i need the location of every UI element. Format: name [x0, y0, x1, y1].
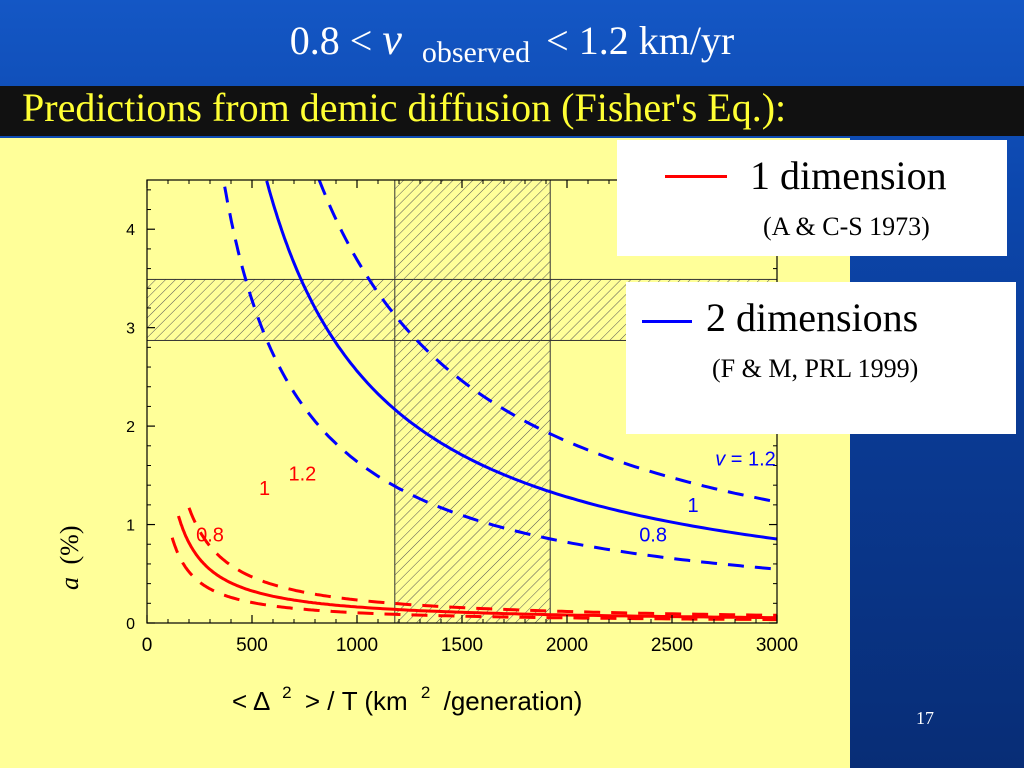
curve-1d-v-1 [177, 515, 777, 620]
x-tick-label: 2000 [546, 635, 588, 656]
tick-labels: 0 500 1000 1500 2000 2500 3000 0 1 2 3 4 [126, 222, 798, 656]
slide-title: 0.8 < v observed < 1.2 km/yr [0, 14, 1024, 70]
curve-2d-v-1 [265, 180, 777, 541]
x-tick-label: 0 [142, 635, 153, 656]
svg-text:< Δ 2 > / T (km: < Δ 2 > / T (km 2 /generation) [232, 674, 582, 716]
y-axis-label: a (%) [55, 526, 84, 590]
x-axis-label-part1: < Δ [232, 686, 270, 716]
x-axis-label-part2: > / T (km [305, 686, 408, 716]
curve-label: 1 [259, 478, 270, 500]
subtitle-band [0, 86, 1024, 136]
x-axis-label-part3: /generation) [444, 686, 583, 716]
x-tick-label: 1500 [441, 635, 483, 656]
y-tick-label: 2 [126, 419, 135, 436]
legend-1d-line [665, 175, 727, 178]
curve-1d-v-1_2 [187, 507, 777, 617]
curve-1d-v-0_8 [170, 537, 777, 622]
legend-2d-box: 2 dimensions (F & M, PRL 1999) [626, 282, 1016, 434]
legend-2d-reference: (F & M, PRL 1999) [712, 354, 919, 383]
legend-2d-label: 2 dimensions [706, 295, 919, 340]
title-v-symbol: v [382, 15, 402, 64]
x-axis-label: < Δ 2 > / T (km 2 /generation) [232, 674, 582, 716]
legend-2d-line [642, 320, 692, 323]
x-tick-label: 3000 [756, 635, 798, 656]
curve-label: 0.8 [639, 524, 667, 546]
x-axis-label-sup2: 2 [421, 683, 430, 702]
y-tick-label: 3 [126, 321, 135, 338]
title-prefix: 0.8 < [289, 18, 373, 63]
y-tick-label: 4 [126, 222, 135, 239]
title-subscript: observed [421, 36, 531, 69]
curves-group [170, 180, 777, 622]
y-tick-label: 0 [126, 616, 135, 633]
slide-subtitle: Predictions from demic diffusion (Fisher… [22, 85, 787, 130]
x-tick-label: 1000 [336, 635, 378, 656]
curve-2d-v-1_2 [317, 180, 777, 504]
curve-2d-v-0_8 [223, 186, 777, 571]
curve-label: v = 1.2 [715, 448, 776, 470]
legend-1d-reference: (A & C-S 1973) [763, 212, 930, 241]
curve-labels: 0.8 1 1.2 0.8 1 v = 1.2 [196, 448, 776, 546]
svg-text:a (%): a (%) [55, 526, 84, 590]
curve-label: 1 [687, 495, 698, 517]
curve-label: 0.8 [196, 524, 224, 546]
curve-label: 1.2 [288, 463, 316, 485]
title-suffix: < 1.2 km/yr [546, 18, 735, 63]
legend-1d-box: 1 dimension (A & C-S 1973) [617, 140, 1007, 256]
x-tick-label: 500 [236, 635, 268, 656]
y-tick-label: 1 [126, 518, 135, 535]
y-axis-label-a: a [55, 577, 84, 590]
shaded-region-diffusivity-band [394, 179, 551, 624]
slide-number: 17 [916, 708, 934, 728]
legend-1d-label: 1 dimension [750, 153, 947, 198]
y-axis-label-unit: (%) [55, 526, 84, 565]
x-tick-label: 2500 [651, 635, 693, 656]
x-axis-label-sup1: 2 [282, 683, 291, 702]
